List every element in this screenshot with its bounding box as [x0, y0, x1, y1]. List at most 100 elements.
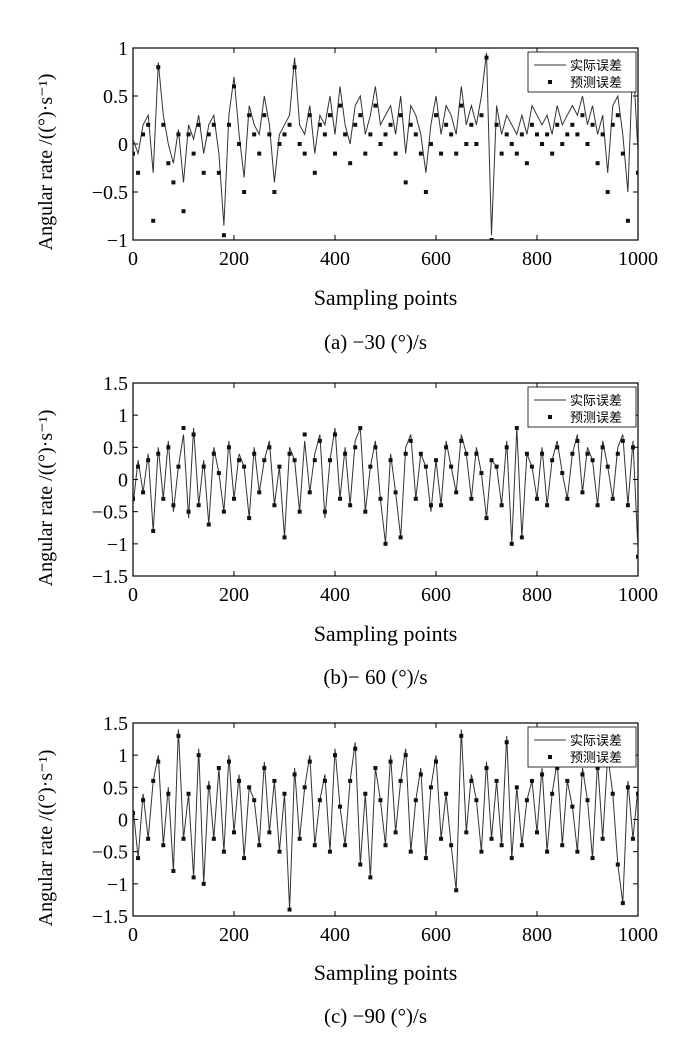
marker-predicted-error [156, 65, 161, 70]
marker-predicted-error [136, 464, 141, 469]
marker-predicted-error [206, 785, 211, 790]
marker-predicted-error [636, 791, 638, 796]
marker-predicted-error [161, 496, 166, 501]
marker-predicted-error [378, 798, 383, 803]
marker-predicted-error [585, 798, 590, 803]
marker-predicted-error [287, 907, 292, 912]
marker-predicted-error [615, 451, 620, 456]
marker-predicted-error [171, 503, 176, 508]
y-tick-label: −1.5 [92, 566, 128, 588]
marker-predicted-error [570, 122, 575, 127]
marker-predicted-error [499, 843, 504, 848]
marker-predicted-error [161, 843, 166, 848]
marker-predicted-error [181, 209, 186, 214]
marker-predicted-error [292, 772, 297, 777]
marker-predicted-error [408, 438, 413, 443]
marker-predicted-error [322, 132, 327, 137]
marker-predicted-error [156, 451, 161, 456]
marker-predicted-error [267, 830, 272, 835]
marker-predicted-error [504, 740, 509, 745]
x-axis-label: Sampling points [314, 960, 458, 985]
marker-predicted-error [166, 161, 171, 166]
marker-predicted-error [242, 856, 247, 861]
marker-predicted-error [590, 856, 595, 861]
marker-predicted-error [181, 836, 186, 841]
legend-label: 预测误差 [570, 411, 622, 426]
marker-predicted-error [252, 451, 257, 456]
marker-predicted-error [383, 843, 388, 848]
marker-predicted-error [550, 458, 555, 463]
marker-predicted-error [545, 132, 550, 137]
marker-predicted-error [358, 862, 363, 867]
marker-predicted-error [459, 733, 464, 738]
marker-predicted-error [242, 190, 247, 194]
marker-predicted-error [595, 161, 600, 166]
legend-box [527, 726, 637, 768]
marker-predicted-error [262, 113, 267, 118]
marker-predicted-error [524, 798, 529, 803]
marker-predicted-error [322, 509, 327, 514]
marker-predicted-error [469, 778, 474, 783]
marker-predicted-error [403, 451, 408, 456]
marker-predicted-error [232, 830, 236, 835]
marker-predicted-error [418, 772, 423, 777]
marker-predicted-error [348, 778, 353, 783]
marker-predicted-error [252, 132, 257, 137]
y-tick-label: −1 [107, 534, 128, 556]
marker-predicted-error [133, 496, 135, 501]
marker-predicted-error [343, 132, 348, 137]
marker-predicted-error [469, 122, 474, 127]
y-tick-label: 1.5 [103, 713, 128, 735]
x-tick-label: 600 [421, 248, 451, 270]
marker-predicted-error [237, 142, 242, 146]
marker-predicted-error [272, 778, 277, 783]
marker-predicted-error [383, 132, 388, 137]
x-tick-label: 200 [219, 584, 249, 606]
marker-predicted-error [585, 451, 590, 456]
marker-predicted-error [428, 142, 433, 146]
marker-predicted-error [514, 151, 519, 156]
marker-predicted-error [186, 791, 191, 796]
marker-predicted-error [317, 798, 322, 803]
marker-predicted-error [449, 843, 454, 848]
marker-predicted-error [484, 766, 489, 771]
marker-predicted-error [272, 503, 277, 508]
marker-predicted-error [302, 432, 307, 437]
marker-predicted-error [216, 766, 221, 771]
marker-predicted-error [524, 451, 529, 456]
marker-predicted-error [186, 509, 191, 514]
y-tick-label: 1 [118, 405, 128, 427]
marker-predicted-error [620, 901, 625, 906]
marker-predicted-error [247, 785, 252, 790]
y-tick-label: −0.5 [92, 842, 128, 864]
marker-predicted-error [595, 766, 600, 771]
y-tick-label: −1.5 [92, 906, 128, 928]
marker-predicted-error [540, 451, 545, 456]
chart-panel-1: 0 200 400 600 800 1000 1.5 1 0.5 0 −0.5 −1 −1.5 实际误差预… [35, 373, 658, 689]
marker-predicted-error [418, 451, 423, 456]
marker-predicted-error [524, 161, 529, 166]
marker-predicted-error [302, 785, 307, 790]
marker-predicted-error [585, 142, 590, 146]
marker-predicted-error [449, 132, 454, 137]
marker-predicted-error [519, 535, 524, 540]
marker-predicted-error [580, 113, 585, 118]
marker-predicted-error [464, 451, 469, 456]
marker-predicted-error [474, 451, 479, 456]
marker-predicted-error [423, 190, 428, 194]
marker-predicted-error [221, 849, 226, 854]
marker-predicted-error [605, 190, 610, 194]
marker-predicted-error [267, 132, 272, 137]
marker-predicted-error [550, 151, 555, 156]
marker-predicted-error [186, 132, 191, 137]
marker-predicted-error [545, 849, 550, 854]
marker-predicted-error [459, 103, 464, 108]
x-tick-label: 400 [320, 248, 350, 270]
x-tick-label: 1000 [618, 924, 658, 946]
marker-predicted-error [338, 103, 343, 108]
marker-predicted-error [545, 503, 550, 508]
y-tick-label: −0.5 [92, 502, 128, 524]
marker-predicted-error [307, 759, 312, 764]
marker-predicted-error [560, 843, 565, 848]
